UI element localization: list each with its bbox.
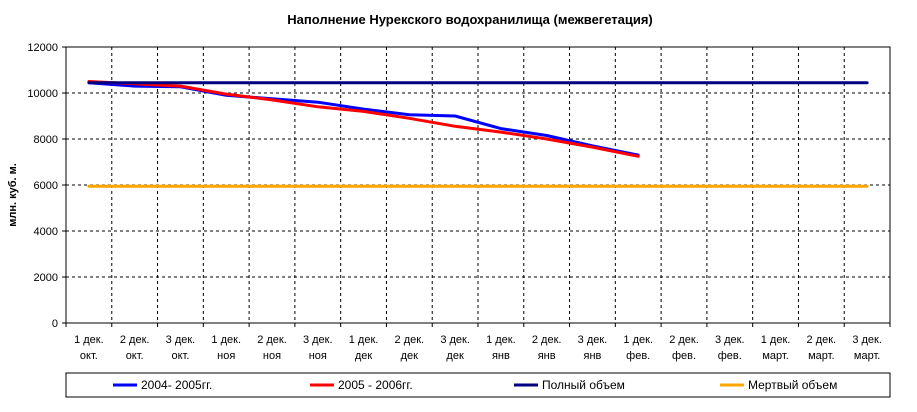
x-tick-label: 2 дек. — [257, 334, 287, 346]
chart-title: Наполнение Нурекского водохранилища (меж… — [287, 12, 653, 27]
x-tick-label: янв — [584, 350, 602, 362]
y-axis-ticks: 0 2000 4000 6000 8000 10000 12000 — [27, 42, 66, 330]
x-tick-label: 2 дек. — [807, 334, 837, 346]
y-tick-label: 2000 — [34, 272, 58, 284]
x-tick-label: окт. — [171, 350, 189, 362]
x-tick-label: дек — [401, 350, 419, 362]
x-axis-ticks: 1 дек. окт. 2 дек. окт. 3 дек. окт. 1 дек. ноя 2… — [65, 323, 891, 362]
y-tick-label: 8000 — [34, 134, 58, 146]
x-tick-label: дек — [446, 350, 464, 362]
x-tick-label: 3 дек. — [715, 334, 745, 346]
x-tick-label: 3 дек. — [578, 334, 608, 346]
legend-label: Мертвый объем — [748, 378, 837, 392]
y-axis-label: млн. куб. м. — [7, 163, 19, 227]
x-tick-label: 3 дек. — [440, 334, 470, 346]
y-tick-label: 10000 — [27, 88, 58, 100]
series-layer — [87, 80, 869, 188]
y-tick-label: 6000 — [34, 180, 58, 192]
x-tick-label: 1 дек. — [349, 334, 379, 346]
x-tick-label: фев. — [718, 350, 742, 362]
x-tick-label: 1 дек. — [74, 334, 104, 346]
legend-label: Полный объем — [542, 378, 625, 392]
y-tick-label: 0 — [52, 318, 58, 330]
x-tick-label: 2 дек. — [532, 334, 562, 346]
x-tick-label: 1 дек. — [761, 334, 791, 346]
x-tick-label: 2 дек. — [120, 334, 150, 346]
x-tick-label: 1 дек. — [486, 334, 516, 346]
x-tick-label: март. — [854, 350, 880, 362]
x-tick-label: март. — [808, 350, 834, 362]
x-tick-label: ноя — [309, 350, 327, 362]
x-tick-label: ноя — [263, 350, 281, 362]
x-tick-label: 3 дек. — [166, 334, 196, 346]
y-tick-label: 4000 — [34, 226, 58, 238]
series-line — [87, 80, 640, 158]
x-tick-label: дек — [355, 350, 373, 362]
x-tick-label: 1 дек. — [623, 334, 653, 346]
legend-label: 2005 - 2006гг. — [338, 378, 413, 392]
y-tick-label: 12000 — [27, 42, 58, 54]
x-tick-label: фев. — [672, 350, 696, 362]
legend-box — [65, 372, 891, 398]
legend: 2004- 2005гг. 2005 - 2006гг. Полный объем М… — [65, 372, 891, 398]
x-tick-label: 2 дек. — [669, 334, 699, 346]
x-tick-label: 3 дек. — [303, 334, 333, 346]
x-tick-label: янв — [538, 350, 556, 362]
x-tick-label: 1 дек. — [211, 334, 241, 346]
x-tick-label: окт. — [126, 350, 144, 362]
x-tick-label: март. — [762, 350, 788, 362]
x-tick-label: окт. — [80, 350, 98, 362]
x-tick-label: янв — [492, 350, 510, 362]
legend-label: 2004- 2005гг. — [141, 378, 212, 392]
x-tick-label: фев. — [626, 350, 650, 362]
x-tick-label: ноя — [217, 350, 235, 362]
x-tick-label: 2 дек. — [395, 334, 425, 346]
x-tick-label: 3 дек. — [852, 334, 882, 346]
